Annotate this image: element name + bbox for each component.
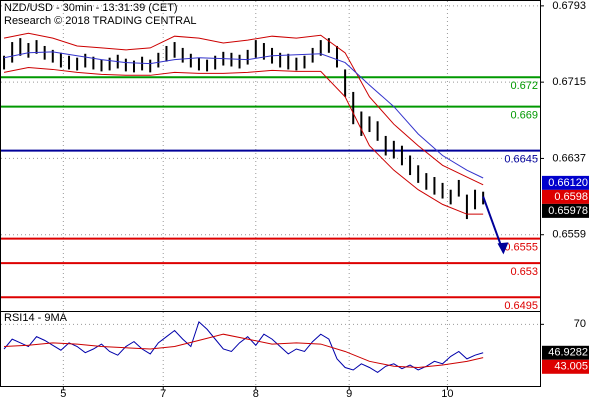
rsi-title: RSI14 - 9MA [4,312,68,324]
level-label: 0.672 [510,80,538,92]
price-panel-frame [0,0,541,312]
level-label: 0.653 [510,266,538,278]
price-marker-label: 46.9282 [548,347,588,359]
level-label: 0.6495 [504,300,538,312]
y-tick-label: 0.6637 [552,152,586,164]
price-marker [542,203,589,218]
level-label: 0.6645 [504,154,538,166]
y-tick-label: 0.6793 [552,0,586,12]
upper-band [3,32,484,186]
x-tick-label: 7 [160,388,166,400]
x-tick-label: 10 [441,388,453,400]
price-marker-label: 0.65978 [548,205,588,217]
x-tick-label: 9 [346,388,352,400]
level-label: 0.669 [510,110,538,122]
moving-average [3,51,484,179]
price-marker [542,345,589,360]
y-tick-label: 70 [574,318,586,330]
y-tick-label: 0.6715 [552,76,586,88]
chart-subtitle: Research © 2018 TRADING CENTRAL [4,15,197,27]
x-tick-label: 5 [60,388,66,400]
price-marker-label: 0.6598 [554,191,588,203]
forecast-arrow-head [497,242,509,255]
price-marker [542,189,589,204]
price-marker-label: 43.005 [554,361,588,373]
lower-band [3,66,484,215]
chart-title: NZD/USD - 30min - 13:31:39 (CET) [4,2,178,14]
price-marker-label: 0.66120 [548,177,588,189]
level-label: 0.6555 [504,242,538,254]
forecast-arrow [482,196,505,253]
rsi-line [4,333,484,369]
x-tick-label: 8 [253,388,259,400]
rsi-panel-frame [0,311,541,387]
price-marker [542,359,589,374]
price-marker [542,175,589,190]
y-tick-label: 0.6559 [552,229,586,241]
rsi-line [3,320,484,374]
